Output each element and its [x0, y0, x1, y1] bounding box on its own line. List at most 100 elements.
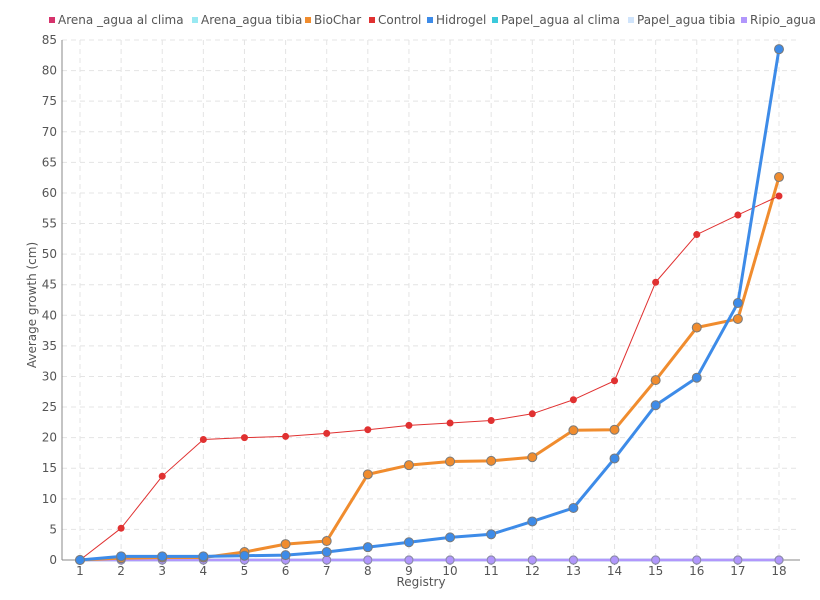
data-point [446, 419, 454, 427]
data-point [692, 555, 702, 565]
y-tick-label: 75 [42, 94, 57, 108]
y-tick-label: 25 [42, 400, 57, 414]
x-tick-label: 16 [689, 564, 704, 578]
legend-swatch [427, 17, 433, 23]
series-hidrogel [75, 44, 784, 565]
y-tick-label: 80 [42, 64, 57, 78]
data-point [568, 425, 579, 436]
data-point [239, 550, 250, 561]
legend-swatch [192, 17, 198, 23]
legend-swatch [628, 17, 634, 23]
legend-swatch [369, 17, 375, 23]
data-point [486, 555, 496, 565]
data-point [157, 551, 168, 562]
legend-item[interactable]: BioChar [305, 13, 361, 27]
x-tick-label: 6 [282, 564, 290, 578]
y-tick-label: 15 [42, 461, 57, 475]
data-point [527, 452, 538, 463]
data-point [445, 532, 456, 543]
data-point [362, 542, 373, 553]
legend-label: Arena _agua al clima [58, 13, 184, 27]
data-point [486, 529, 497, 540]
y-tick-label: 55 [42, 217, 57, 231]
legend-swatch [741, 17, 747, 23]
y-axis-label: Average growth (cm) [25, 242, 39, 368]
data-point [609, 424, 620, 435]
x-tick-labels: 1 2 3 4 5 6 7 8 9 10 11 12 13 14 15 16 17 18 [76, 564, 786, 578]
data-point [321, 547, 332, 558]
y-tick-label: 20 [42, 431, 57, 445]
data-point [527, 516, 538, 527]
data-point [487, 417, 495, 425]
legend-label: Arena_agua tibia [201, 13, 302, 27]
y-tick-label: 5 [49, 522, 57, 536]
x-tick-label: 15 [648, 564, 663, 578]
y-tick-label: 85 [42, 33, 57, 47]
y-tick-labels: 0 5 10 15 20 25 30 35 40 45 50 55 60 65 70 75 80 85 [42, 33, 57, 567]
data-point [568, 503, 579, 513]
data-point [775, 192, 783, 200]
x-tick-label: 7 [323, 564, 331, 578]
legend-item[interactable]: Control [369, 13, 421, 27]
grid-lines [62, 39, 800, 560]
data-point [486, 455, 497, 466]
legend-swatch [492, 17, 498, 23]
data-point [691, 322, 702, 333]
data-point [611, 377, 619, 385]
data-point [693, 231, 701, 239]
data-point [403, 537, 414, 548]
legend-item[interactable]: Papel_agua tibia [628, 13, 735, 27]
legend-swatch [49, 17, 55, 23]
legend-label: Ripio_agua a [750, 13, 820, 27]
legend-item[interactable]: Hidrogel [427, 13, 486, 27]
x-axis-label: Registry [396, 575, 445, 589]
x-tick-label: 14 [607, 564, 622, 578]
series-line [79, 48, 781, 562]
x-tick-label: 13 [566, 564, 581, 578]
legend-item[interactable]: Arena_agua tibia [192, 13, 302, 27]
y-tick-label: 70 [42, 125, 57, 139]
data-point [322, 555, 332, 565]
data-point [445, 555, 455, 565]
data-point [610, 555, 620, 565]
data-point [774, 172, 784, 183]
data-point [774, 555, 784, 565]
x-tick-label: 9 [405, 564, 413, 578]
y-tick-label: 60 [42, 186, 57, 200]
y-tick-label: 0 [49, 553, 57, 567]
legend-label: Hidrogel [436, 13, 486, 27]
series-group [75, 44, 784, 565]
data-point [75, 555, 85, 565]
x-tick-label: 17 [730, 564, 745, 578]
legend[interactable]: Arena _agua al clima Arena_agua tibia BioC… [49, 13, 820, 27]
data-point [691, 372, 702, 383]
series-biochar [75, 172, 784, 565]
data-point [363, 555, 373, 565]
x-tick-label: 1 [76, 564, 84, 578]
data-point [364, 426, 372, 434]
data-point [774, 44, 784, 55]
legend-label: Papel_agua tibia [637, 13, 735, 27]
data-point [403, 460, 414, 471]
data-point [198, 551, 209, 562]
data-point [650, 375, 661, 386]
x-tick-label: 11 [484, 564, 499, 578]
data-point [528, 410, 536, 418]
data-point [404, 555, 414, 565]
data-point [282, 432, 290, 440]
y-tick-label: 35 [42, 339, 57, 353]
data-point [240, 434, 248, 442]
data-point [199, 435, 207, 443]
y-tick-label: 45 [42, 278, 57, 292]
x-tick-label: 10 [442, 564, 457, 578]
legend-item[interactable]: Arena _agua al clima [49, 13, 184, 27]
data-point [280, 539, 291, 550]
y-tick-label: 50 [42, 247, 57, 261]
data-point [321, 536, 332, 547]
data-point [568, 555, 578, 565]
legend-item[interactable]: Ripio_agua a [741, 13, 820, 27]
data-point [445, 456, 456, 467]
legend-item[interactable]: Papel_agua al clima [492, 13, 620, 27]
data-point [280, 550, 291, 561]
